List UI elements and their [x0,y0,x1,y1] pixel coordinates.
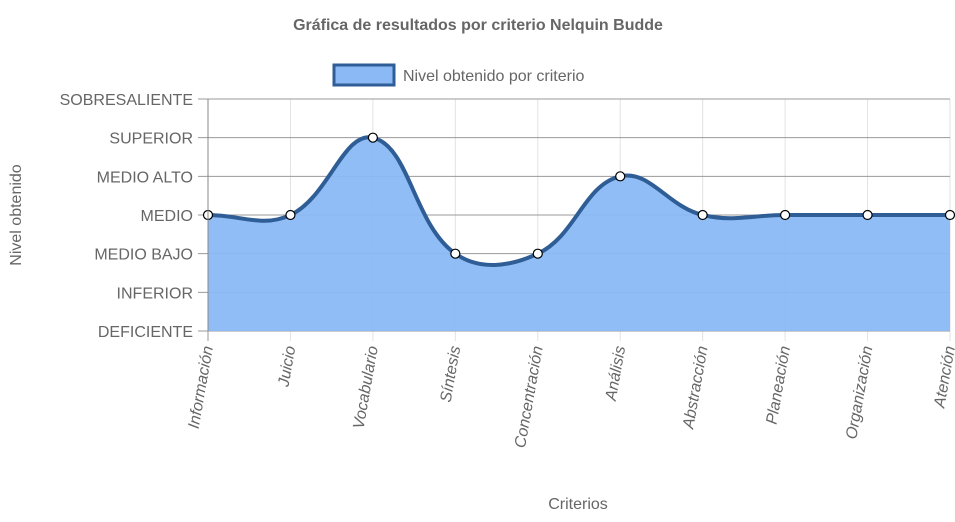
point [944,209,955,221]
x-tick-label: Síntesis [438,345,465,404]
x-tick-label: Abstracción [680,345,711,431]
x-tick-label: Información [186,345,217,430]
x-tick-label: Análisis [603,345,629,403]
x-tick-label: Concentración [512,345,547,450]
line [207,135,950,267]
area [208,137,950,331]
y-tick-label: DEFICIENTE [98,324,193,341]
x-tick-label: Planeación [764,345,795,426]
point [367,132,378,143]
x-tick-label: Vocabulario [351,345,382,431]
y-tick-label: SOBRESALIENTE [60,92,193,109]
x-tick-label: Organización [843,345,876,441]
y-axis-title: Nivel obtenido [8,164,25,266]
y-tick-label: MEDIO BAJO [94,247,193,264]
point [285,209,296,221]
x-tick-label: Atención [931,345,955,410]
legend-swatch [332,63,396,87]
point [697,209,708,221]
chart-title: Gráfica de resultados por criterio Nelqu… [293,17,663,34]
y-tick-label: SUPERIOR [109,131,193,148]
point [615,171,626,182]
y-tick-label: MEDIO [141,208,193,225]
x-axis-title: Criterios [548,496,608,513]
x-tick-label: Juicio [275,345,299,389]
point [862,209,873,221]
legend-label: Nivel obtenido por criterio [403,68,585,85]
point [450,248,461,259]
point [780,209,791,221]
y-tick-label: INFERIOR [117,285,193,302]
y-tick-label: MEDIO ALTO [97,169,193,186]
point [532,248,543,259]
